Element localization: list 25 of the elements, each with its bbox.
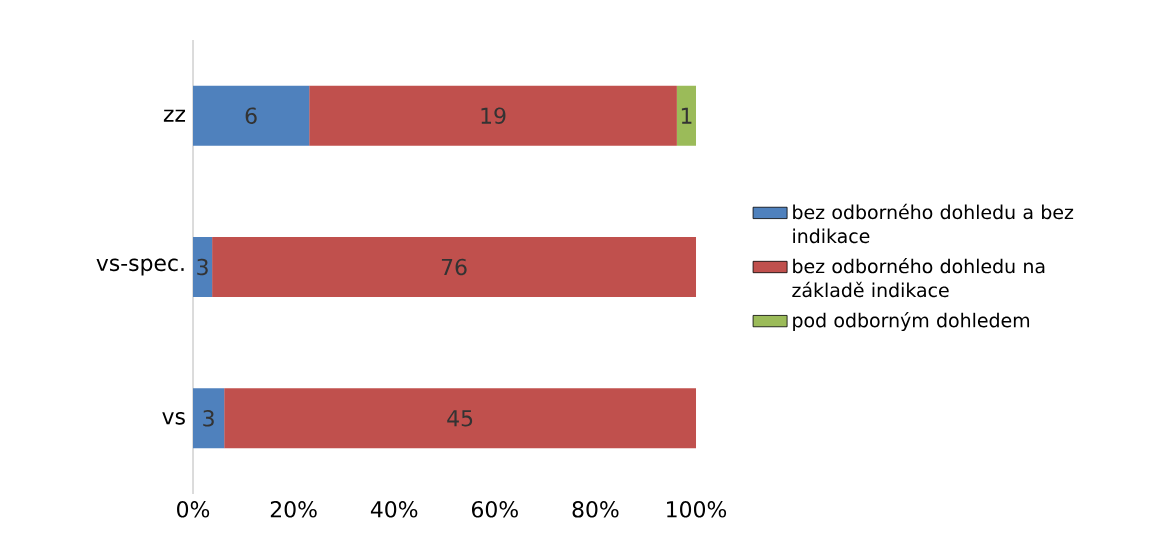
- annotation: 76: [441, 258, 467, 276]
- annotation: 45: [447, 410, 473, 427]
- x-tick-label: 20%: [270, 501, 317, 518]
- bar: [212, 237, 697, 298]
- annotation: 6: [245, 107, 257, 124]
- x-tick-label: 0%: [177, 501, 210, 518]
- bar: [193, 388, 225, 449]
- x-tick-label: 80%: [572, 501, 619, 518]
- annotation: 3: [197, 258, 208, 276]
- y-tick-label: zz: [163, 109, 186, 122]
- annotation: 19: [481, 107, 506, 124]
- bar: [193, 237, 213, 298]
- bar: [193, 85, 310, 146]
- y-tick-label: vs-spec.: [96, 258, 184, 276]
- annotation: 1: [681, 107, 692, 124]
- bar: [676, 85, 697, 146]
- x-tick-label: 60%: [471, 501, 518, 518]
- x-tick-label: 40%: [370, 501, 418, 518]
- legend-label: pod odborným dohledem: [793, 312, 1030, 332]
- y-tick-label: vs: [162, 412, 185, 425]
- legend-label: bez odborného dohledu na základě indikace: [792, 257, 1045, 298]
- annotation: 3: [203, 410, 214, 427]
- bar: [309, 85, 677, 146]
- x-tick-label: 100%: [667, 501, 727, 518]
- bar: [224, 388, 697, 449]
